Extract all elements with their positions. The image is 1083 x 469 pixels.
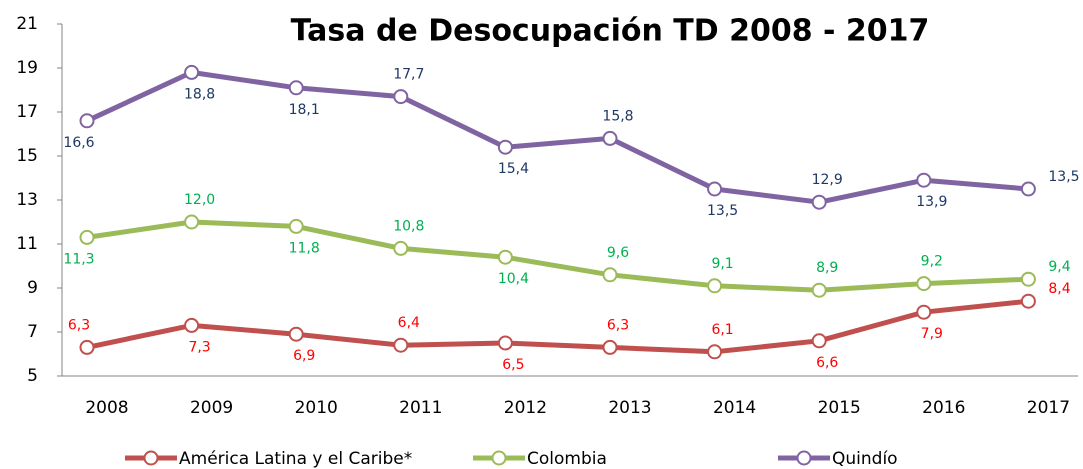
value-label: 6,3 bbox=[68, 317, 90, 333]
point bbox=[288, 218, 304, 234]
value-label: 15,4 bbox=[498, 161, 529, 177]
point bbox=[393, 89, 409, 105]
legend-label: América Latina y el Caribe* bbox=[179, 449, 412, 469]
value-label: 9,4 bbox=[1048, 259, 1070, 275]
value-label: 10,4 bbox=[498, 271, 529, 287]
point bbox=[288, 326, 304, 342]
point bbox=[497, 335, 513, 351]
y-tick-label: 11 bbox=[16, 234, 38, 254]
point bbox=[288, 80, 304, 96]
y-tick-label: 5 bbox=[27, 366, 38, 386]
point bbox=[79, 113, 95, 129]
value-label: 9,1 bbox=[711, 256, 733, 272]
value-label: 18,8 bbox=[184, 86, 215, 102]
point bbox=[79, 339, 95, 355]
point bbox=[184, 64, 200, 80]
y-tick-label: 21 bbox=[16, 14, 38, 34]
value-label: 9,2 bbox=[921, 254, 943, 270]
point bbox=[707, 278, 723, 294]
value-label: 7,3 bbox=[188, 339, 210, 355]
x-tick-label: 2011 bbox=[399, 398, 442, 418]
point bbox=[497, 249, 513, 265]
value-label: 18,1 bbox=[289, 102, 320, 118]
x-tick-label: 2010 bbox=[295, 398, 338, 418]
point bbox=[1020, 271, 1036, 287]
x-tick-label: 2009 bbox=[190, 398, 233, 418]
value-label: 13,9 bbox=[916, 194, 947, 210]
legend-label: Quindío bbox=[832, 449, 898, 469]
y-tick-label: 7 bbox=[27, 322, 38, 342]
series-line bbox=[85, 69, 1029, 205]
point bbox=[602, 267, 618, 283]
series-line bbox=[86, 219, 1029, 293]
x-tick-label: 2014 bbox=[713, 398, 756, 418]
x-tick-label: 2008 bbox=[85, 398, 128, 418]
point bbox=[707, 344, 723, 360]
value-label: 10,8 bbox=[393, 218, 424, 234]
point bbox=[916, 172, 932, 188]
point bbox=[811, 194, 827, 210]
value-label: 6,1 bbox=[711, 322, 733, 338]
value-label: 15,8 bbox=[602, 108, 633, 124]
x-tick-label: 2013 bbox=[608, 398, 651, 418]
value-label: 12,0 bbox=[184, 192, 215, 208]
point bbox=[916, 276, 932, 292]
x-tick-label: 2016 bbox=[922, 398, 965, 418]
value-label: 6,5 bbox=[502, 357, 524, 373]
value-label: 11,3 bbox=[63, 251, 94, 267]
value-label: 8,4 bbox=[1048, 281, 1070, 297]
point bbox=[79, 229, 95, 245]
value-label: 11,8 bbox=[289, 240, 320, 256]
point bbox=[393, 337, 409, 353]
x-tick-label: 2012 bbox=[504, 398, 547, 418]
value-label: 8,9 bbox=[816, 260, 838, 276]
x-tick-label: 2015 bbox=[818, 398, 861, 418]
point bbox=[811, 333, 827, 349]
legend-marker bbox=[491, 450, 507, 466]
y-tick-label: 13 bbox=[16, 190, 38, 210]
x-tick-label: 2017 bbox=[1027, 398, 1070, 418]
point bbox=[1020, 293, 1036, 309]
value-label: 7,9 bbox=[921, 326, 943, 342]
point bbox=[184, 317, 200, 333]
legend-label: Colombia bbox=[527, 449, 607, 469]
legend-marker bbox=[796, 450, 812, 466]
point bbox=[602, 130, 618, 146]
point bbox=[707, 181, 723, 197]
point bbox=[1020, 181, 1036, 197]
series-line bbox=[86, 298, 1029, 355]
point bbox=[916, 304, 932, 320]
value-label: 13,5 bbox=[707, 203, 738, 219]
point bbox=[811, 282, 827, 298]
y-tick-label: 19 bbox=[16, 58, 38, 78]
y-tick-label: 15 bbox=[16, 146, 38, 166]
value-label: 6,9 bbox=[293, 348, 315, 364]
value-label: 13,5 bbox=[1048, 169, 1079, 185]
value-label: 6,3 bbox=[607, 317, 629, 333]
value-label: 6,4 bbox=[398, 315, 420, 331]
point bbox=[393, 240, 409, 256]
y-tick-label: 17 bbox=[16, 102, 38, 122]
value-label: 9,6 bbox=[607, 245, 629, 261]
value-label: 16,6 bbox=[63, 135, 94, 151]
chart-title: Tasa de Desocupación TD 2008 - 2017 bbox=[291, 14, 930, 49]
point bbox=[184, 214, 200, 230]
point bbox=[602, 339, 618, 355]
legend-marker bbox=[143, 450, 159, 466]
y-tick-label: 9 bbox=[27, 278, 38, 298]
point bbox=[497, 139, 513, 155]
value-label: 17,7 bbox=[393, 67, 424, 83]
value-label: 12,9 bbox=[812, 172, 843, 188]
value-label: 6,6 bbox=[816, 355, 838, 371]
